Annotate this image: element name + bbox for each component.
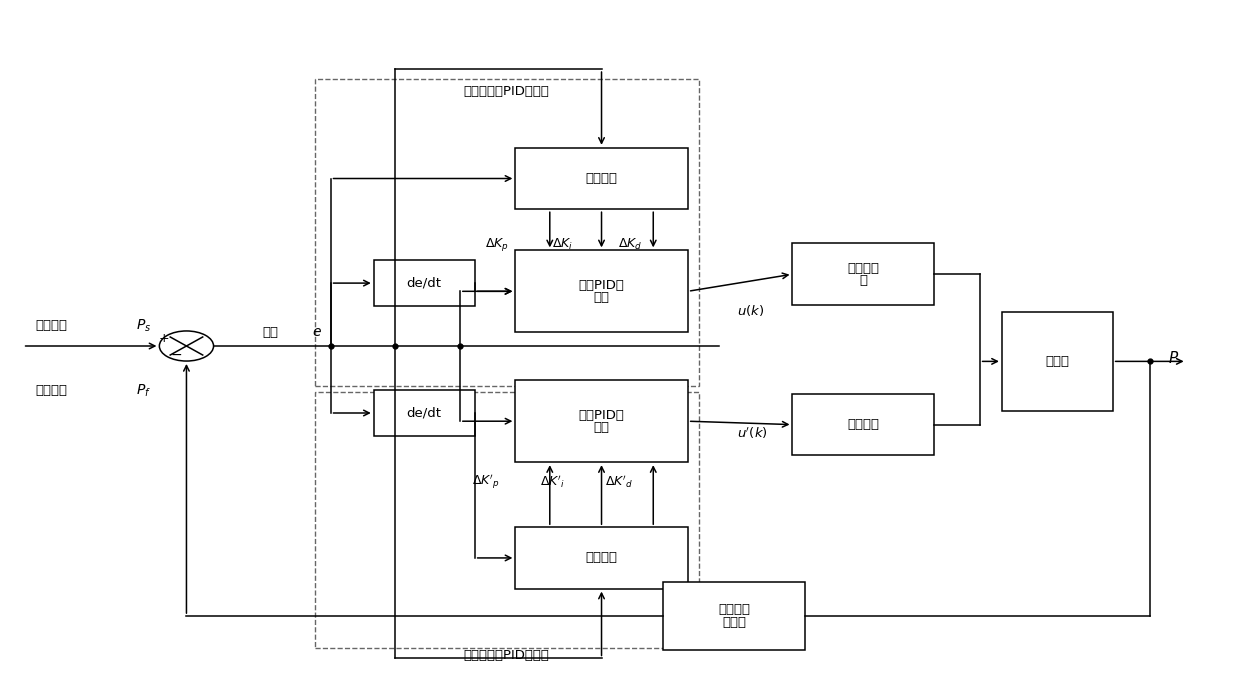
Text: $u(k)$: $u(k)$ [737, 303, 764, 318]
FancyBboxPatch shape [373, 390, 475, 436]
FancyBboxPatch shape [516, 527, 688, 589]
Text: 涡流风机: 涡流风机 [847, 418, 879, 431]
FancyBboxPatch shape [516, 380, 688, 462]
Text: $u'(k)$: $u'(k)$ [737, 426, 768, 441]
Text: −: − [171, 348, 182, 362]
Text: 电动节流: 电动节流 [847, 262, 879, 275]
Text: 传感器: 传感器 [722, 616, 746, 629]
Text: 实际压力: 实际压力 [35, 384, 67, 397]
Text: $e$: $e$ [312, 325, 322, 339]
Text: $\Delta K'_p$: $\Delta K'_p$ [472, 472, 500, 491]
Text: $\Delta K_p$: $\Delta K_p$ [485, 236, 508, 253]
FancyBboxPatch shape [792, 394, 934, 455]
Text: $P_f$: $P_f$ [136, 382, 151, 399]
Text: $\Delta K'_i$: $\Delta K'_i$ [539, 473, 564, 490]
Text: 制器: 制器 [594, 291, 610, 304]
Text: 模糊自适应PID控制器: 模糊自适应PID控制器 [464, 648, 549, 662]
FancyBboxPatch shape [373, 260, 475, 307]
Text: 常规PID控: 常规PID控 [579, 279, 625, 291]
Text: $\Delta K_d$: $\Delta K_d$ [618, 237, 642, 253]
Text: 制器: 制器 [594, 421, 610, 434]
FancyBboxPatch shape [663, 582, 805, 650]
Text: 阀: 阀 [859, 274, 867, 287]
Text: $\Delta K_i$: $\Delta K_i$ [552, 237, 573, 253]
FancyBboxPatch shape [516, 147, 688, 209]
Text: 排气管: 排气管 [1045, 355, 1069, 368]
Text: de/dt: de/dt [407, 277, 441, 290]
FancyBboxPatch shape [792, 244, 934, 305]
Text: $P$: $P$ [1168, 349, 1179, 365]
Text: 模糊自适应PID控制器: 模糊自适应PID控制器 [464, 85, 549, 98]
Text: 排气压力: 排气压力 [718, 603, 750, 617]
Text: $P_s$: $P_s$ [136, 318, 151, 334]
Text: 压差: 压差 [263, 326, 279, 339]
Text: 模糊推理: 模糊推理 [585, 172, 618, 185]
Text: 模糊推理: 模糊推理 [585, 552, 618, 565]
Text: 期望压力: 期望压力 [35, 319, 67, 332]
Text: de/dt: de/dt [407, 406, 441, 419]
Text: 常规PID控: 常规PID控 [579, 408, 625, 421]
Text: $\Delta K'_d$: $\Delta K'_d$ [605, 473, 634, 490]
Text: +: + [159, 332, 170, 345]
FancyBboxPatch shape [516, 251, 688, 332]
FancyBboxPatch shape [1002, 312, 1112, 411]
